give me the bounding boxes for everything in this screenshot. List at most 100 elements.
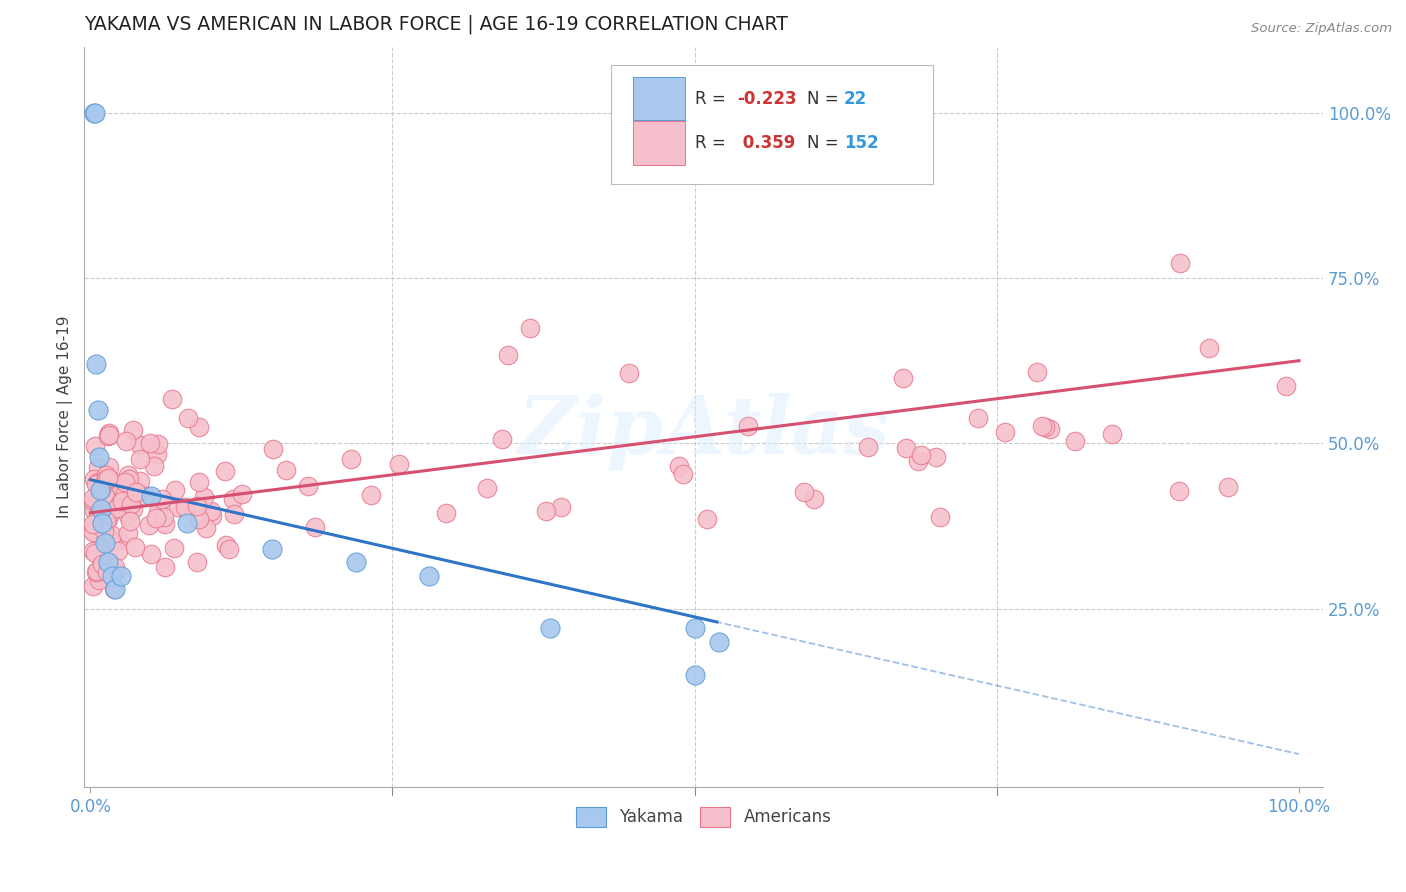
Point — [142, 459, 165, 474]
Point — [155, 516, 177, 531]
FancyBboxPatch shape — [633, 121, 685, 165]
Point — [86, 495, 108, 509]
Point — [186, 555, 208, 569]
Point — [84, 565, 107, 579]
Point — [167, 500, 190, 515]
Point — [97, 428, 120, 442]
Point — [91, 516, 114, 530]
Point — [104, 565, 127, 579]
Point — [1031, 418, 1053, 433]
Point — [101, 528, 124, 542]
Point — [1063, 434, 1085, 448]
Point — [101, 568, 124, 582]
Point — [188, 420, 211, 434]
Point — [683, 667, 706, 681]
Point — [260, 542, 283, 557]
Point — [91, 557, 114, 571]
Point — [87, 509, 110, 524]
Point — [519, 320, 541, 334]
Point — [534, 504, 557, 518]
Y-axis label: In Labor Force | Age 16-19: In Labor Force | Age 16-19 — [58, 316, 73, 518]
Point — [107, 491, 129, 505]
Point — [104, 559, 127, 574]
Point — [1026, 365, 1049, 379]
Point — [84, 546, 107, 560]
Point — [891, 370, 914, 384]
Point — [929, 510, 952, 524]
Point — [262, 442, 284, 456]
Point — [89, 537, 111, 551]
Point — [105, 489, 128, 503]
Point — [128, 451, 150, 466]
FancyBboxPatch shape — [633, 77, 685, 120]
Point — [803, 491, 825, 506]
Point — [195, 521, 218, 535]
Point — [94, 562, 117, 576]
Point — [146, 447, 169, 461]
Point — [224, 507, 246, 521]
Point — [173, 500, 195, 515]
Point — [683, 622, 706, 636]
Text: N =: N = — [807, 89, 844, 108]
Point — [82, 493, 104, 508]
Point — [110, 568, 132, 582]
Point — [114, 488, 136, 502]
Point — [696, 512, 718, 526]
Point — [94, 475, 117, 490]
Point — [187, 475, 209, 489]
Point — [146, 505, 169, 519]
Point — [388, 457, 411, 471]
Point — [97, 471, 120, 485]
Point — [177, 411, 200, 425]
Point — [163, 541, 186, 555]
Point — [135, 489, 157, 503]
Point — [218, 541, 240, 556]
Point — [87, 475, 110, 489]
Point — [107, 544, 129, 558]
Point — [90, 502, 112, 516]
Point — [98, 425, 121, 440]
Legend: Yakama, Americans: Yakama, Americans — [576, 806, 831, 827]
Point — [201, 508, 224, 523]
Point — [96, 479, 118, 493]
Point — [668, 458, 690, 473]
Point — [707, 634, 730, 648]
Point — [360, 488, 382, 502]
Point — [550, 500, 572, 515]
Point — [90, 482, 112, 496]
Point — [129, 438, 152, 452]
Point — [214, 463, 236, 477]
Point — [221, 491, 243, 506]
Point — [93, 489, 115, 503]
Point — [910, 448, 932, 462]
Point — [82, 524, 104, 538]
Point — [101, 534, 124, 549]
Point — [139, 547, 162, 561]
Point — [84, 105, 107, 120]
Point — [93, 505, 115, 519]
Point — [737, 419, 759, 434]
Point — [215, 538, 238, 552]
Point — [103, 582, 125, 596]
Point — [96, 472, 118, 486]
Point — [619, 366, 641, 380]
Point — [98, 506, 121, 520]
Point — [117, 468, 139, 483]
Point — [82, 524, 104, 539]
Point — [121, 497, 143, 511]
Text: 0.359: 0.359 — [737, 134, 796, 152]
Point — [994, 425, 1017, 440]
Point — [150, 491, 173, 506]
Point — [117, 471, 139, 485]
Point — [1101, 427, 1123, 442]
Point — [966, 410, 988, 425]
Point — [86, 403, 108, 417]
Point — [125, 485, 148, 500]
Point — [907, 453, 929, 467]
Point — [434, 506, 457, 520]
Point — [83, 503, 105, 517]
Point — [856, 440, 879, 454]
Point — [108, 495, 131, 509]
Point — [107, 481, 129, 495]
Point — [496, 348, 519, 362]
